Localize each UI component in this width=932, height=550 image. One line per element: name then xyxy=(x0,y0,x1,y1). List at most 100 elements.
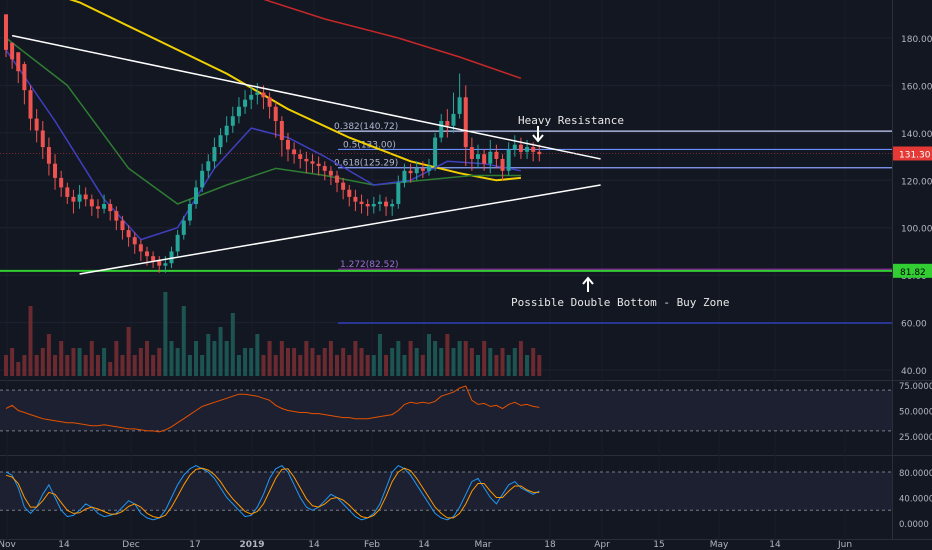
candle-body xyxy=(212,147,217,162)
candle-body xyxy=(132,237,137,245)
time-tick-label: 15 xyxy=(653,540,664,550)
candle-body xyxy=(194,187,199,204)
time-tick-label: 14 xyxy=(769,540,781,550)
volume-bar xyxy=(279,341,284,376)
candle-body xyxy=(384,201,389,207)
time-tick-label: 2019 xyxy=(239,540,264,550)
volume-bar xyxy=(157,348,162,376)
volume-bar xyxy=(255,334,260,376)
volume-bar xyxy=(476,355,481,376)
volume-bar xyxy=(482,341,487,376)
candle-body xyxy=(445,121,450,126)
candle-body xyxy=(28,90,33,119)
candle-body xyxy=(285,139,290,150)
volume-bar xyxy=(488,348,493,376)
volume-bar xyxy=(144,341,149,376)
candlestick-series xyxy=(4,14,542,273)
candle-body xyxy=(126,230,131,238)
volume-bar xyxy=(187,355,192,376)
candle-body xyxy=(273,106,278,121)
candle-body xyxy=(335,175,340,183)
axes: 40.0060.0080.00100.00120.00140.00160.001… xyxy=(0,35,932,550)
arrow-down-icon xyxy=(532,126,544,143)
candle-body xyxy=(230,116,235,126)
time-tick-label: 17 xyxy=(189,540,200,550)
candle-body xyxy=(371,204,376,207)
candle-body xyxy=(181,220,186,235)
candle-body xyxy=(224,125,229,136)
volume-bar xyxy=(273,355,278,376)
candle-body xyxy=(10,42,15,60)
candle-body xyxy=(347,189,352,197)
candle-body xyxy=(328,170,333,176)
volume-bar xyxy=(194,341,199,376)
rsi-tick-label: 25.0000 xyxy=(899,433,932,443)
volume-bar xyxy=(132,355,137,376)
volume-bar xyxy=(108,362,113,376)
time-tick-label: Apr xyxy=(594,540,610,550)
volume-bar xyxy=(175,348,180,376)
time-tick-label: Mar xyxy=(475,540,492,550)
volume-bar xyxy=(200,355,205,376)
volume-bar xyxy=(371,355,376,376)
current-price-label: 131.30 xyxy=(899,150,931,160)
volume-bar xyxy=(243,348,248,376)
fib-level-label: 0.618(125.29) xyxy=(334,159,398,169)
volume-bar xyxy=(206,334,211,376)
candle-body xyxy=(22,64,27,91)
candle-body xyxy=(390,204,395,207)
volume-bar xyxy=(537,355,542,376)
volume-bar xyxy=(426,334,431,376)
volume-bar xyxy=(285,348,290,376)
annotation-buy-zone: Possible Double Bottom - Buy Zone xyxy=(511,296,730,309)
rsi-band xyxy=(0,390,892,431)
stoch-tick-label: 40.0000 xyxy=(899,495,932,505)
candle-body xyxy=(255,92,260,95)
ma-green-line xyxy=(5,37,521,205)
volume-bar xyxy=(316,355,321,376)
candle-body xyxy=(518,144,523,152)
volume-bar xyxy=(40,348,45,376)
candle-body xyxy=(341,182,346,190)
candle-body xyxy=(322,166,327,171)
volume-bar xyxy=(420,355,425,376)
candle-body xyxy=(408,170,413,174)
fib-level-label: 1.272(82.52) xyxy=(340,260,399,270)
candle-body xyxy=(83,194,88,200)
candle-body xyxy=(463,97,468,148)
time-tick-label: Feb xyxy=(364,540,380,550)
volume-bars xyxy=(4,292,542,376)
volume-bar xyxy=(28,306,33,376)
volume-bar xyxy=(163,292,168,376)
price-tick-label: 100.00 xyxy=(901,225,932,235)
candle-body xyxy=(420,168,425,171)
support-price-tag xyxy=(893,263,932,278)
volume-bar xyxy=(151,355,156,376)
candle-body xyxy=(157,260,162,266)
candle-body xyxy=(396,182,401,204)
candle-body xyxy=(353,196,358,202)
volume-bar xyxy=(506,355,511,376)
volume-bar xyxy=(120,355,125,376)
candle-body xyxy=(512,144,517,150)
rsi-panel xyxy=(0,385,892,433)
fib-level-label: 0.382(140.72) xyxy=(334,122,398,132)
volume-bar xyxy=(218,327,223,376)
rsi-line xyxy=(5,385,540,433)
candle-body xyxy=(494,151,499,159)
price-tick-label: 40.00 xyxy=(901,367,927,377)
time-tick-label: May xyxy=(710,540,729,550)
candle-body xyxy=(206,161,211,171)
trend-lines xyxy=(11,34,601,275)
volume-bar xyxy=(414,348,419,376)
candle-body xyxy=(426,166,431,171)
candle-body xyxy=(236,106,241,117)
price-tick-label: 140.00 xyxy=(901,130,932,140)
price-tick-label: 60.00 xyxy=(901,320,927,330)
volume-bar xyxy=(34,355,39,376)
volume-bar xyxy=(451,348,456,376)
volume-bar xyxy=(304,341,309,376)
volume-bar xyxy=(298,355,303,376)
volume-bar xyxy=(353,341,358,376)
